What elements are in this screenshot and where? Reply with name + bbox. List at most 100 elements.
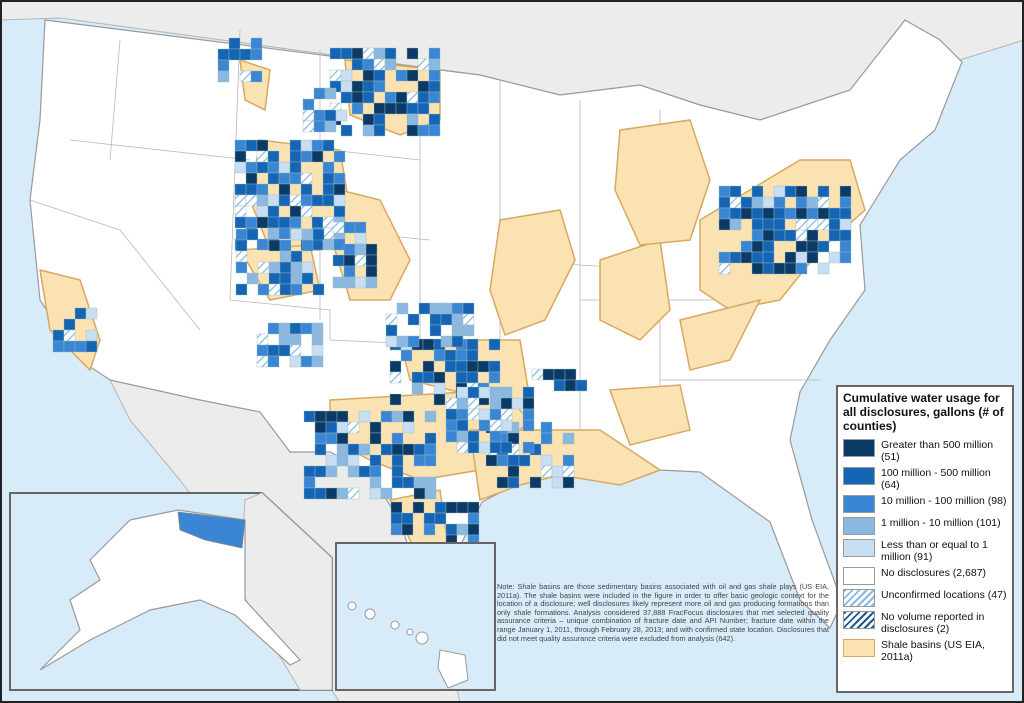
county [407,335,420,348]
county [85,307,98,320]
county [466,371,479,384]
county [312,228,325,241]
county [302,98,315,111]
county [729,207,742,220]
county [267,205,280,218]
county [500,441,513,454]
county [267,161,280,174]
county [354,232,367,245]
legend-item: 100 million - 500 million (64) [843,467,1007,491]
county [522,386,535,399]
county [428,91,441,104]
county [279,239,292,252]
alaska-north-slope [177,511,246,549]
county [806,207,819,220]
county [784,262,797,275]
county [389,371,402,384]
county [373,69,386,82]
county [434,501,447,514]
county [347,487,360,500]
county [267,322,280,335]
county [329,69,342,82]
county [718,207,731,220]
county [489,386,502,399]
county [440,335,453,348]
county [729,185,742,198]
county [373,47,386,60]
county [278,183,291,196]
county [332,221,345,234]
county [529,476,542,489]
county [336,454,349,467]
county [839,240,852,253]
county [424,454,437,467]
county [390,523,403,536]
county [462,324,475,337]
county [406,47,419,60]
county [718,262,731,275]
county [278,322,291,335]
county [478,408,491,421]
county [751,207,764,220]
county [279,250,292,263]
county [428,58,441,71]
county [245,161,258,174]
county [228,48,241,61]
county [477,360,490,373]
county [575,379,588,392]
county [817,262,830,275]
county [751,196,764,209]
county [289,150,302,163]
county [488,338,501,351]
county [411,382,424,395]
county [839,218,852,231]
county [234,183,247,196]
county [391,465,404,478]
county [391,454,404,467]
county [74,307,87,320]
county [322,238,335,251]
county [303,487,316,500]
county [235,239,248,252]
county [434,512,447,525]
county [522,419,535,432]
county [63,340,76,353]
county [239,48,252,61]
county [462,313,475,326]
county [784,207,797,220]
county [333,183,346,196]
county [234,205,247,218]
legend-item: Unconfirmed locations (47) [843,589,1007,607]
county [422,371,435,384]
county [278,227,291,240]
county [496,454,509,467]
county [507,454,520,467]
county [806,218,819,231]
county [343,276,356,289]
county [817,207,830,220]
county [362,47,375,60]
county [385,313,398,326]
county [451,302,464,315]
county [751,185,764,198]
county [217,59,230,72]
county [324,120,337,133]
county [333,238,346,251]
county [428,124,441,137]
county [424,476,437,489]
legend-label: 1 million - 10 million (101) [881,517,1001,529]
county-layer [52,37,852,569]
county [347,454,360,467]
county [451,313,464,326]
county [411,371,424,384]
county [343,254,356,267]
legend-title: Cumulative water usage for all disclosur… [843,391,1004,433]
county [362,69,375,82]
county [507,476,520,489]
county [413,476,426,489]
county [540,421,553,434]
county [373,113,386,126]
county [456,386,469,399]
county [256,355,269,368]
county [551,476,564,489]
